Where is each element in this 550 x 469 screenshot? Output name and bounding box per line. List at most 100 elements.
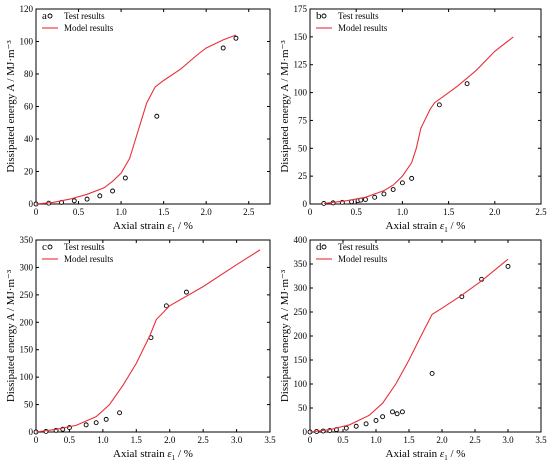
x-tick-label: 2.5 (469, 435, 481, 445)
x-axis-label: Axial strain ε1 / % (386, 448, 466, 462)
x-tick-label: 1.0 (370, 435, 382, 445)
model-results-line (35, 249, 261, 433)
x-tick-label: 1.5 (443, 207, 455, 217)
test-result-point (163, 303, 169, 309)
x-tick-label: 2.0 (201, 207, 213, 217)
test-result-point (399, 409, 405, 415)
test-result-point (372, 194, 378, 200)
x-tick-label: 2.0 (436, 435, 448, 445)
test-result-point (110, 188, 116, 194)
y-tick-label: 75 (298, 115, 308, 125)
chart-panel-c: 0 0.5 1.0 1.5 2.0 2.5 3.0 3.5 0 50 100 150 200 250 300… (5, 235, 276, 462)
legend-model-label: Model results (338, 23, 388, 33)
x-tick-label: 3.0 (502, 435, 514, 445)
y-tick-label: 50 (24, 400, 34, 410)
x-tick-label: 1.5 (158, 207, 170, 217)
y-tick-label: 0 (303, 427, 308, 437)
chart-panel-d: 0 0.5 1.0 1.5 2.0 2.5 3.0 3.5 0 50 100 150 200 250 300… (279, 235, 547, 462)
y-tick-label: 250 (20, 290, 34, 300)
test-result-point (71, 198, 77, 204)
legend-test-marker (321, 13, 327, 19)
x-tick-label: 2.0 (489, 207, 501, 217)
x-tick-label: 0 (34, 207, 39, 217)
legend-test-marker (47, 13, 53, 19)
y-tick-label: 120 (20, 4, 34, 14)
x-tick-label: 0 (308, 207, 313, 217)
y-tick-label: 20 (24, 167, 34, 177)
y-tick-label: 0 (29, 427, 34, 437)
test-result-point (103, 416, 109, 422)
chart-panel-a: 0 0.5 1.0 1.5 2.0 2.5 0 20 40 60 80 100 120 a Axial st… (5, 4, 271, 234)
y-axis-label: Dissipated energy A / MJ·m⁻³ (5, 269, 17, 402)
x-tick-label: 0.5 (337, 435, 349, 445)
test-result-point (220, 45, 226, 51)
y-tick-label: 40 (24, 134, 34, 144)
test-result-point (93, 420, 99, 426)
test-result-point (464, 81, 470, 87)
test-result-point (390, 187, 396, 192)
x-tick-label: 3.5 (264, 435, 276, 445)
test-result-point (505, 263, 511, 269)
test-result-point (84, 196, 90, 202)
y-tick-label: 300 (20, 262, 34, 272)
x-axis-label: Axial strain ε1 / % (113, 220, 193, 234)
y-axis-label: Dissipated energy A / MJ·m⁻³ (279, 269, 291, 402)
y-tick-label: 100 (20, 37, 34, 47)
y-tick-label: 25 (298, 171, 308, 181)
y-tick-label: 300 (294, 283, 308, 293)
panel-label: d (316, 241, 322, 253)
chart-panel-b: 0 0.5 1.0 1.5 2.0 2.5 0 25 50 75 100 125 150 175 b Axia… (279, 4, 547, 234)
y-tick-label: 200 (20, 317, 34, 327)
y-tick-label: 100 (20, 372, 34, 382)
test-result-point (373, 418, 379, 423)
y-tick-label: 125 (294, 60, 308, 70)
legend-model-label: Model results (64, 254, 114, 264)
x-axis-label: Axial strain ε1 / % (386, 220, 466, 234)
model-results-line (309, 258, 509, 433)
legend-test-label: Test results (64, 11, 105, 21)
y-axis-label: Dissipated energy A / MJ·m⁻³ (5, 40, 17, 173)
y-tick-label: 400 (294, 235, 308, 245)
y-tick-label: 60 (24, 102, 34, 112)
test-result-point (233, 35, 239, 41)
x-tick-label: 1.0 (115, 207, 127, 217)
panel-label: a (42, 10, 47, 22)
test-result-point (436, 102, 442, 108)
y-tick-label: 250 (294, 307, 308, 317)
y-tick-label: 350 (294, 259, 308, 269)
y-tick-label: 350 (20, 235, 34, 245)
legend-test-label: Test results (64, 242, 105, 252)
x-tick-label: 3.5 (535, 435, 547, 445)
y-tick-label: 150 (20, 345, 34, 355)
legend-model-label: Model results (338, 254, 388, 264)
x-tick-label: 0 (308, 435, 313, 445)
y-tick-label: 150 (294, 32, 308, 42)
y-tick-label: 50 (298, 403, 308, 413)
test-result-point (429, 370, 435, 376)
test-result-point (409, 175, 415, 181)
test-result-point (97, 193, 103, 199)
x-axis-label: Axial strain ε1 / % (113, 448, 193, 462)
plot-frame (309, 8, 542, 205)
y-tick-label: 100 (294, 379, 308, 389)
x-tick-label: 0.5 (351, 207, 363, 217)
test-result-point (183, 289, 189, 295)
panel-label: b (316, 10, 322, 22)
test-result-point (122, 175, 128, 181)
x-tick-label: 1.5 (403, 435, 415, 445)
test-result-point (154, 113, 160, 119)
x-tick-label: 3.0 (231, 435, 243, 445)
test-result-point (390, 409, 395, 415)
x-tick-label: 0.5 (73, 207, 85, 217)
legend-test-label: Test results (338, 11, 379, 21)
y-tick-label: 200 (294, 331, 308, 341)
test-result-point (394, 411, 400, 417)
y-tick-label: 0 (29, 199, 34, 209)
test-result-point (83, 422, 89, 428)
x-tick-label: 1.0 (97, 435, 109, 445)
panel-label: c (42, 241, 47, 253)
x-tick-label: 2.5 (243, 207, 255, 217)
x-tick-label: 2.0 (164, 435, 176, 445)
legend-model-label: Model results (64, 23, 114, 33)
plot-frame (309, 239, 542, 433)
